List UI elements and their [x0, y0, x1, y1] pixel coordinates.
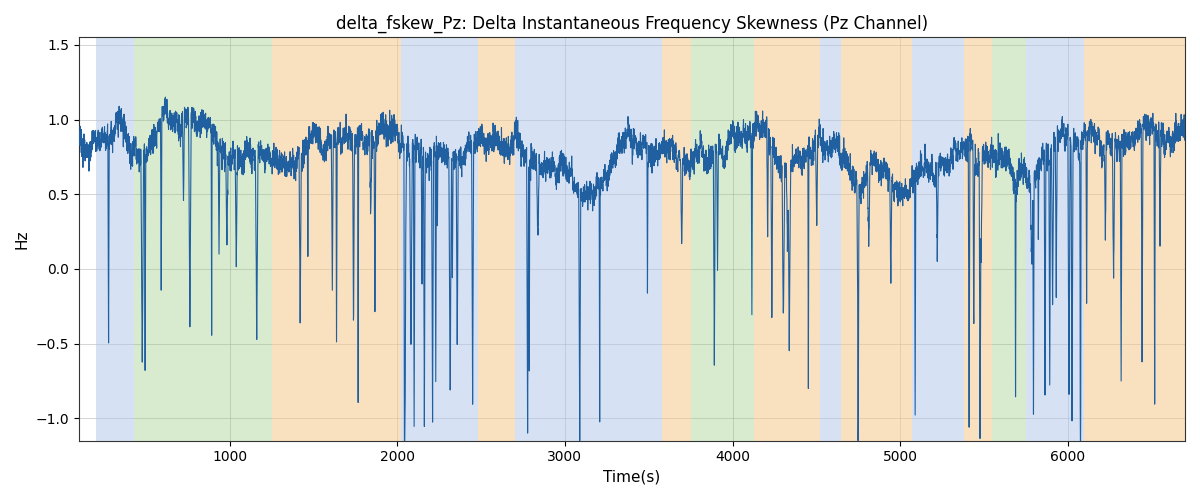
X-axis label: Time(s): Time(s)	[604, 470, 660, 485]
Bar	[755, 38, 820, 440]
Bar	[478, 38, 515, 440]
Bar	[964, 38, 992, 440]
Bar	[1085, 38, 1186, 440]
Bar	[691, 38, 755, 440]
Title: delta_fskew_Pz: Delta Instantaneous Frequency Skewness (Pz Channel): delta_fskew_Pz: Delta Instantaneous Freq…	[336, 15, 928, 34]
Bar	[1026, 38, 1085, 440]
Bar	[912, 38, 964, 440]
Bar	[134, 38, 271, 440]
Bar	[401, 38, 478, 440]
Bar	[841, 38, 912, 440]
Bar	[96, 38, 134, 440]
Bar	[992, 38, 1026, 440]
Bar	[515, 38, 662, 440]
Bar	[662, 38, 691, 440]
Bar	[820, 38, 841, 440]
Bar	[271, 38, 401, 440]
Y-axis label: Hz: Hz	[14, 230, 30, 249]
